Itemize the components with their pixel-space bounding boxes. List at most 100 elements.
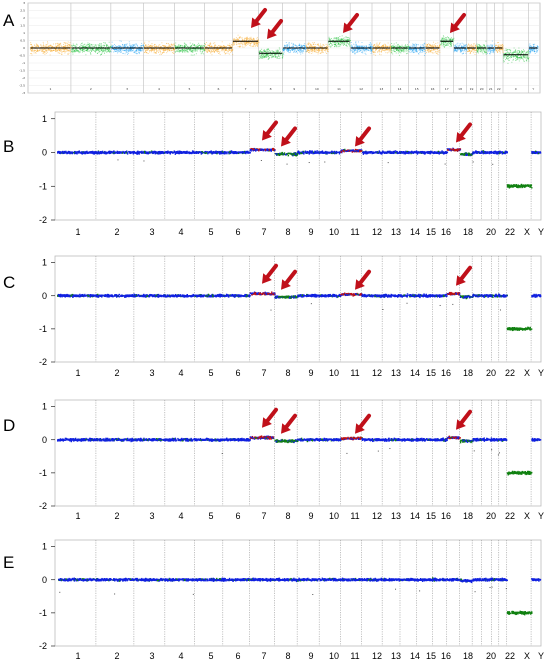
data-point xyxy=(175,50,177,52)
data-point xyxy=(43,52,45,54)
data-point xyxy=(241,37,243,39)
data-point xyxy=(55,49,57,51)
data-point xyxy=(114,50,116,52)
data-point xyxy=(309,46,310,47)
data-point xyxy=(260,56,262,58)
data-point xyxy=(456,45,458,47)
data-point xyxy=(97,48,98,50)
data-point xyxy=(200,44,202,46)
data-point xyxy=(178,44,180,46)
arrow-chr8-shaft xyxy=(270,19,283,34)
data-point xyxy=(136,44,138,46)
data-point xyxy=(228,53,230,55)
data-point xyxy=(267,49,269,51)
data-point xyxy=(489,49,491,51)
data-point xyxy=(238,39,239,41)
data-point xyxy=(88,50,90,52)
data-point xyxy=(57,50,59,52)
data-point xyxy=(327,47,329,49)
data-point xyxy=(430,49,432,51)
data-point xyxy=(449,41,451,43)
data-point xyxy=(476,48,478,50)
data-point xyxy=(58,43,60,45)
data-point xyxy=(316,44,318,46)
data-point xyxy=(367,49,369,51)
data-point xyxy=(95,49,97,50)
data-point xyxy=(118,151,120,153)
data-point xyxy=(101,48,102,50)
data-point xyxy=(443,39,445,41)
data-point xyxy=(262,57,264,59)
data-point xyxy=(422,48,424,50)
data-point xyxy=(476,48,477,50)
data-point xyxy=(498,48,500,50)
data-point xyxy=(491,40,493,42)
data-point xyxy=(347,39,349,40)
data-point xyxy=(341,35,343,37)
data-point xyxy=(426,50,428,52)
data-point xyxy=(310,46,312,47)
data-point xyxy=(518,52,520,54)
data-point xyxy=(470,50,472,52)
data-point xyxy=(210,52,212,54)
data-point xyxy=(69,42,71,44)
data-point xyxy=(44,51,46,53)
data-point xyxy=(159,54,161,55)
data-point xyxy=(339,42,341,43)
data-point xyxy=(118,50,120,52)
data-point xyxy=(153,49,155,51)
data-point xyxy=(118,49,120,50)
data-point xyxy=(404,48,406,50)
data-point xyxy=(42,51,44,53)
data-point xyxy=(537,50,539,51)
data-point xyxy=(435,46,437,48)
data-point xyxy=(256,41,258,43)
data-point xyxy=(120,49,122,51)
data-point xyxy=(402,45,404,47)
data-point xyxy=(531,48,533,50)
data-point xyxy=(59,43,61,45)
data-point xyxy=(129,49,131,51)
data-point xyxy=(272,51,274,53)
data-point xyxy=(526,52,528,54)
data-point xyxy=(66,42,68,44)
data-point xyxy=(466,48,468,50)
data-point xyxy=(199,45,201,46)
data-point xyxy=(75,49,77,51)
data-point xyxy=(298,43,300,45)
data-point xyxy=(95,51,96,53)
data-point xyxy=(506,57,508,59)
data-point xyxy=(530,50,532,52)
data-point xyxy=(341,38,343,40)
data-point xyxy=(85,54,87,56)
data-point xyxy=(182,49,184,51)
data-point xyxy=(174,48,176,50)
data-point xyxy=(51,49,52,51)
data-point xyxy=(55,48,56,50)
data-point xyxy=(398,54,400,56)
data-point xyxy=(381,48,383,50)
data-point xyxy=(88,152,90,154)
data-point xyxy=(501,46,503,48)
data-point xyxy=(432,44,434,46)
data-point xyxy=(523,55,524,57)
data-point xyxy=(67,151,70,154)
data-point xyxy=(511,51,513,53)
data-point xyxy=(314,48,316,50)
data-point xyxy=(166,42,168,44)
data-point xyxy=(205,48,206,50)
data-point xyxy=(355,50,356,51)
data-point xyxy=(69,49,71,50)
data-point xyxy=(464,45,466,47)
data-point xyxy=(167,43,169,44)
data-point xyxy=(255,42,257,44)
data-point xyxy=(182,48,184,50)
data-point xyxy=(383,45,385,47)
data-point xyxy=(214,49,216,51)
data-point xyxy=(341,38,342,40)
data-point xyxy=(179,51,180,53)
data-point xyxy=(319,45,321,47)
data-point xyxy=(393,46,395,48)
data-point xyxy=(487,48,489,50)
data-point xyxy=(282,52,284,54)
